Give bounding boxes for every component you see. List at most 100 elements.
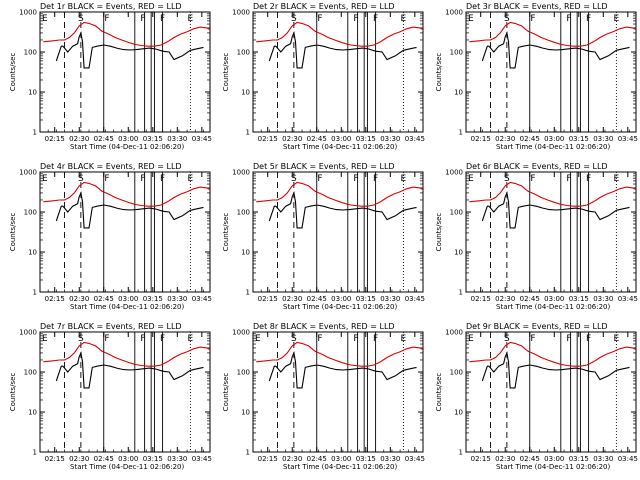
x-tick-label: 03:30 [380,295,400,303]
series-line-lld [43,341,210,367]
interval-marker-label: E [401,174,407,184]
x-tick-label: 02:45 [94,455,114,463]
series-line-events [268,31,417,69]
plot-frame [252,331,424,453]
x-tick-label: 02:45 [520,455,540,463]
x-tick-label: 02:15 [258,135,278,143]
y-tick-label: 10 [28,249,37,257]
interval-marker-label: F [586,14,591,24]
interval-marker-label: F [104,334,109,344]
y-tick-label: 1000 [19,329,37,337]
y-axis-label: Counts/sec [435,53,443,92]
interval-marker-label: S [78,174,84,184]
x-tick-label: 03:45 [405,135,425,143]
series-line-lld [469,21,636,47]
x-axis-label: Start Time (04-Dec-11 02:06:20) [496,463,610,471]
panel-title: Det 5r BLACK = Events, RED = LLD [253,162,395,171]
interval-marker-label: F [586,174,591,184]
plot-frame [252,11,424,133]
interval-marker-label: S [291,174,297,184]
interval-marker-label: F [317,334,322,344]
series-line-events [481,351,630,389]
x-tick-label: 03:45 [192,295,212,303]
y-tick-label: 10 [241,409,250,417]
x-tick-label: 03:00 [331,295,351,303]
series-line-events [55,31,204,69]
x-tick-label: 03:00 [544,295,564,303]
x-tick-label: 03:15 [569,455,589,463]
interval-marker-label: S [504,14,510,24]
interval-marker-label: F [160,174,165,184]
interval-marker-label: F [104,174,109,184]
interval-marker-label: F [140,174,145,184]
panel-title: Det 3r BLACK = Events, RED = LLD [466,2,608,11]
x-tick-label: 03:30 [593,455,613,463]
y-tick-label: 1000 [232,329,250,337]
panel-1: Det 1r BLACK = Events, RED = LLD 1 10 100 10… [9,2,212,151]
y-axis-label: Counts/sec [222,213,230,252]
plot-frame [39,11,211,133]
x-axis-label: Start Time (04-Dec-11 02:06:20) [70,303,184,311]
y-axis-label: Counts/sec [222,373,230,412]
y-tick-label: 1 [246,449,250,457]
panel-title: Det 7r BLACK = Events, RED = LLD [40,322,182,331]
y-tick-label: 10 [454,409,463,417]
series-line-lld [469,341,636,367]
interval-marker-label: E [42,14,48,24]
interval-marker-label: S [78,334,84,344]
x-tick-label: 03:15 [143,135,163,143]
x-tick-label: 02:45 [520,135,540,143]
y-axis-label: Counts/sec [9,53,17,92]
y-tick-label: 1000 [445,9,463,17]
x-tick-label: 02:30 [495,135,515,143]
x-tick-label: 02:15 [471,135,491,143]
y-axis-label: Counts/sec [9,213,17,252]
interval-marker-label: F [317,14,322,24]
series-line-events [481,191,630,229]
panel-9: Det 9r BLACK = Events, RED = LLD 1 10 100 10… [435,322,638,471]
y-tick-label: 10 [28,409,37,417]
y-tick-label: 100 [450,209,463,217]
x-tick-label: 03:00 [118,455,138,463]
x-tick-label: 03:00 [544,455,564,463]
y-tick-label: 1 [459,129,463,137]
x-tick-label: 02:30 [69,295,89,303]
y-tick-label: 1000 [19,169,37,177]
interval-marker-label: S [504,334,510,344]
x-tick-label: 02:45 [94,135,114,143]
x-axis-label: Start Time (04-Dec-11 02:06:20) [496,143,610,151]
plot-frame [465,11,637,133]
interval-marker-label: E [188,174,194,184]
interval-marker-label: F [566,334,571,344]
plot-frame [465,331,637,453]
x-tick-label: 03:30 [167,295,187,303]
x-tick-label: 03:45 [618,295,638,303]
panel-7: Det 7r BLACK = Events, RED = LLD 1 10 100 10… [9,322,212,471]
interval-marker-label: E [401,14,407,24]
interval-marker-label: F [373,174,378,184]
interval-marker-label: F [373,14,378,24]
y-tick-label: 1000 [445,329,463,337]
x-tick-label: 02:45 [520,295,540,303]
y-tick-label: 100 [237,49,250,57]
x-tick-label: 02:30 [495,455,515,463]
interval-marker-label: E [401,334,407,344]
panel-6: Det 6r BLACK = Events, RED = LLD 1 10 100 10… [435,162,638,311]
x-tick-label: 02:30 [282,455,302,463]
panel-title: Det 8r BLACK = Events, RED = LLD [253,322,395,331]
x-tick-label: 03:45 [405,455,425,463]
plot-frame [39,171,211,293]
interval-marker-label: F [160,334,165,344]
x-tick-label: 03:45 [192,455,212,463]
plot-frame [252,171,424,293]
plot-frame [39,331,211,453]
interval-marker-label: F [317,174,322,184]
y-tick-label: 10 [454,249,463,257]
y-tick-label: 1 [246,129,250,137]
x-axis-label: Start Time (04-Dec-11 02:06:20) [70,463,184,471]
interval-marker-label: F [566,174,571,184]
y-tick-label: 1 [459,449,463,457]
interval-marker-label: E [614,14,620,24]
x-tick-label: 02:45 [307,135,327,143]
